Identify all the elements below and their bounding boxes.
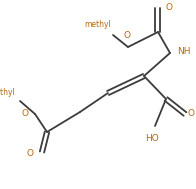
Text: O: O (188, 108, 195, 118)
Text: methyl: methyl (0, 88, 15, 97)
Text: HO: HO (145, 134, 159, 143)
Text: O: O (166, 2, 173, 12)
Text: methyl: methyl (84, 20, 111, 29)
Text: O: O (22, 108, 29, 118)
Text: O: O (123, 31, 131, 40)
Text: O: O (27, 149, 34, 157)
Text: NH: NH (177, 47, 191, 57)
